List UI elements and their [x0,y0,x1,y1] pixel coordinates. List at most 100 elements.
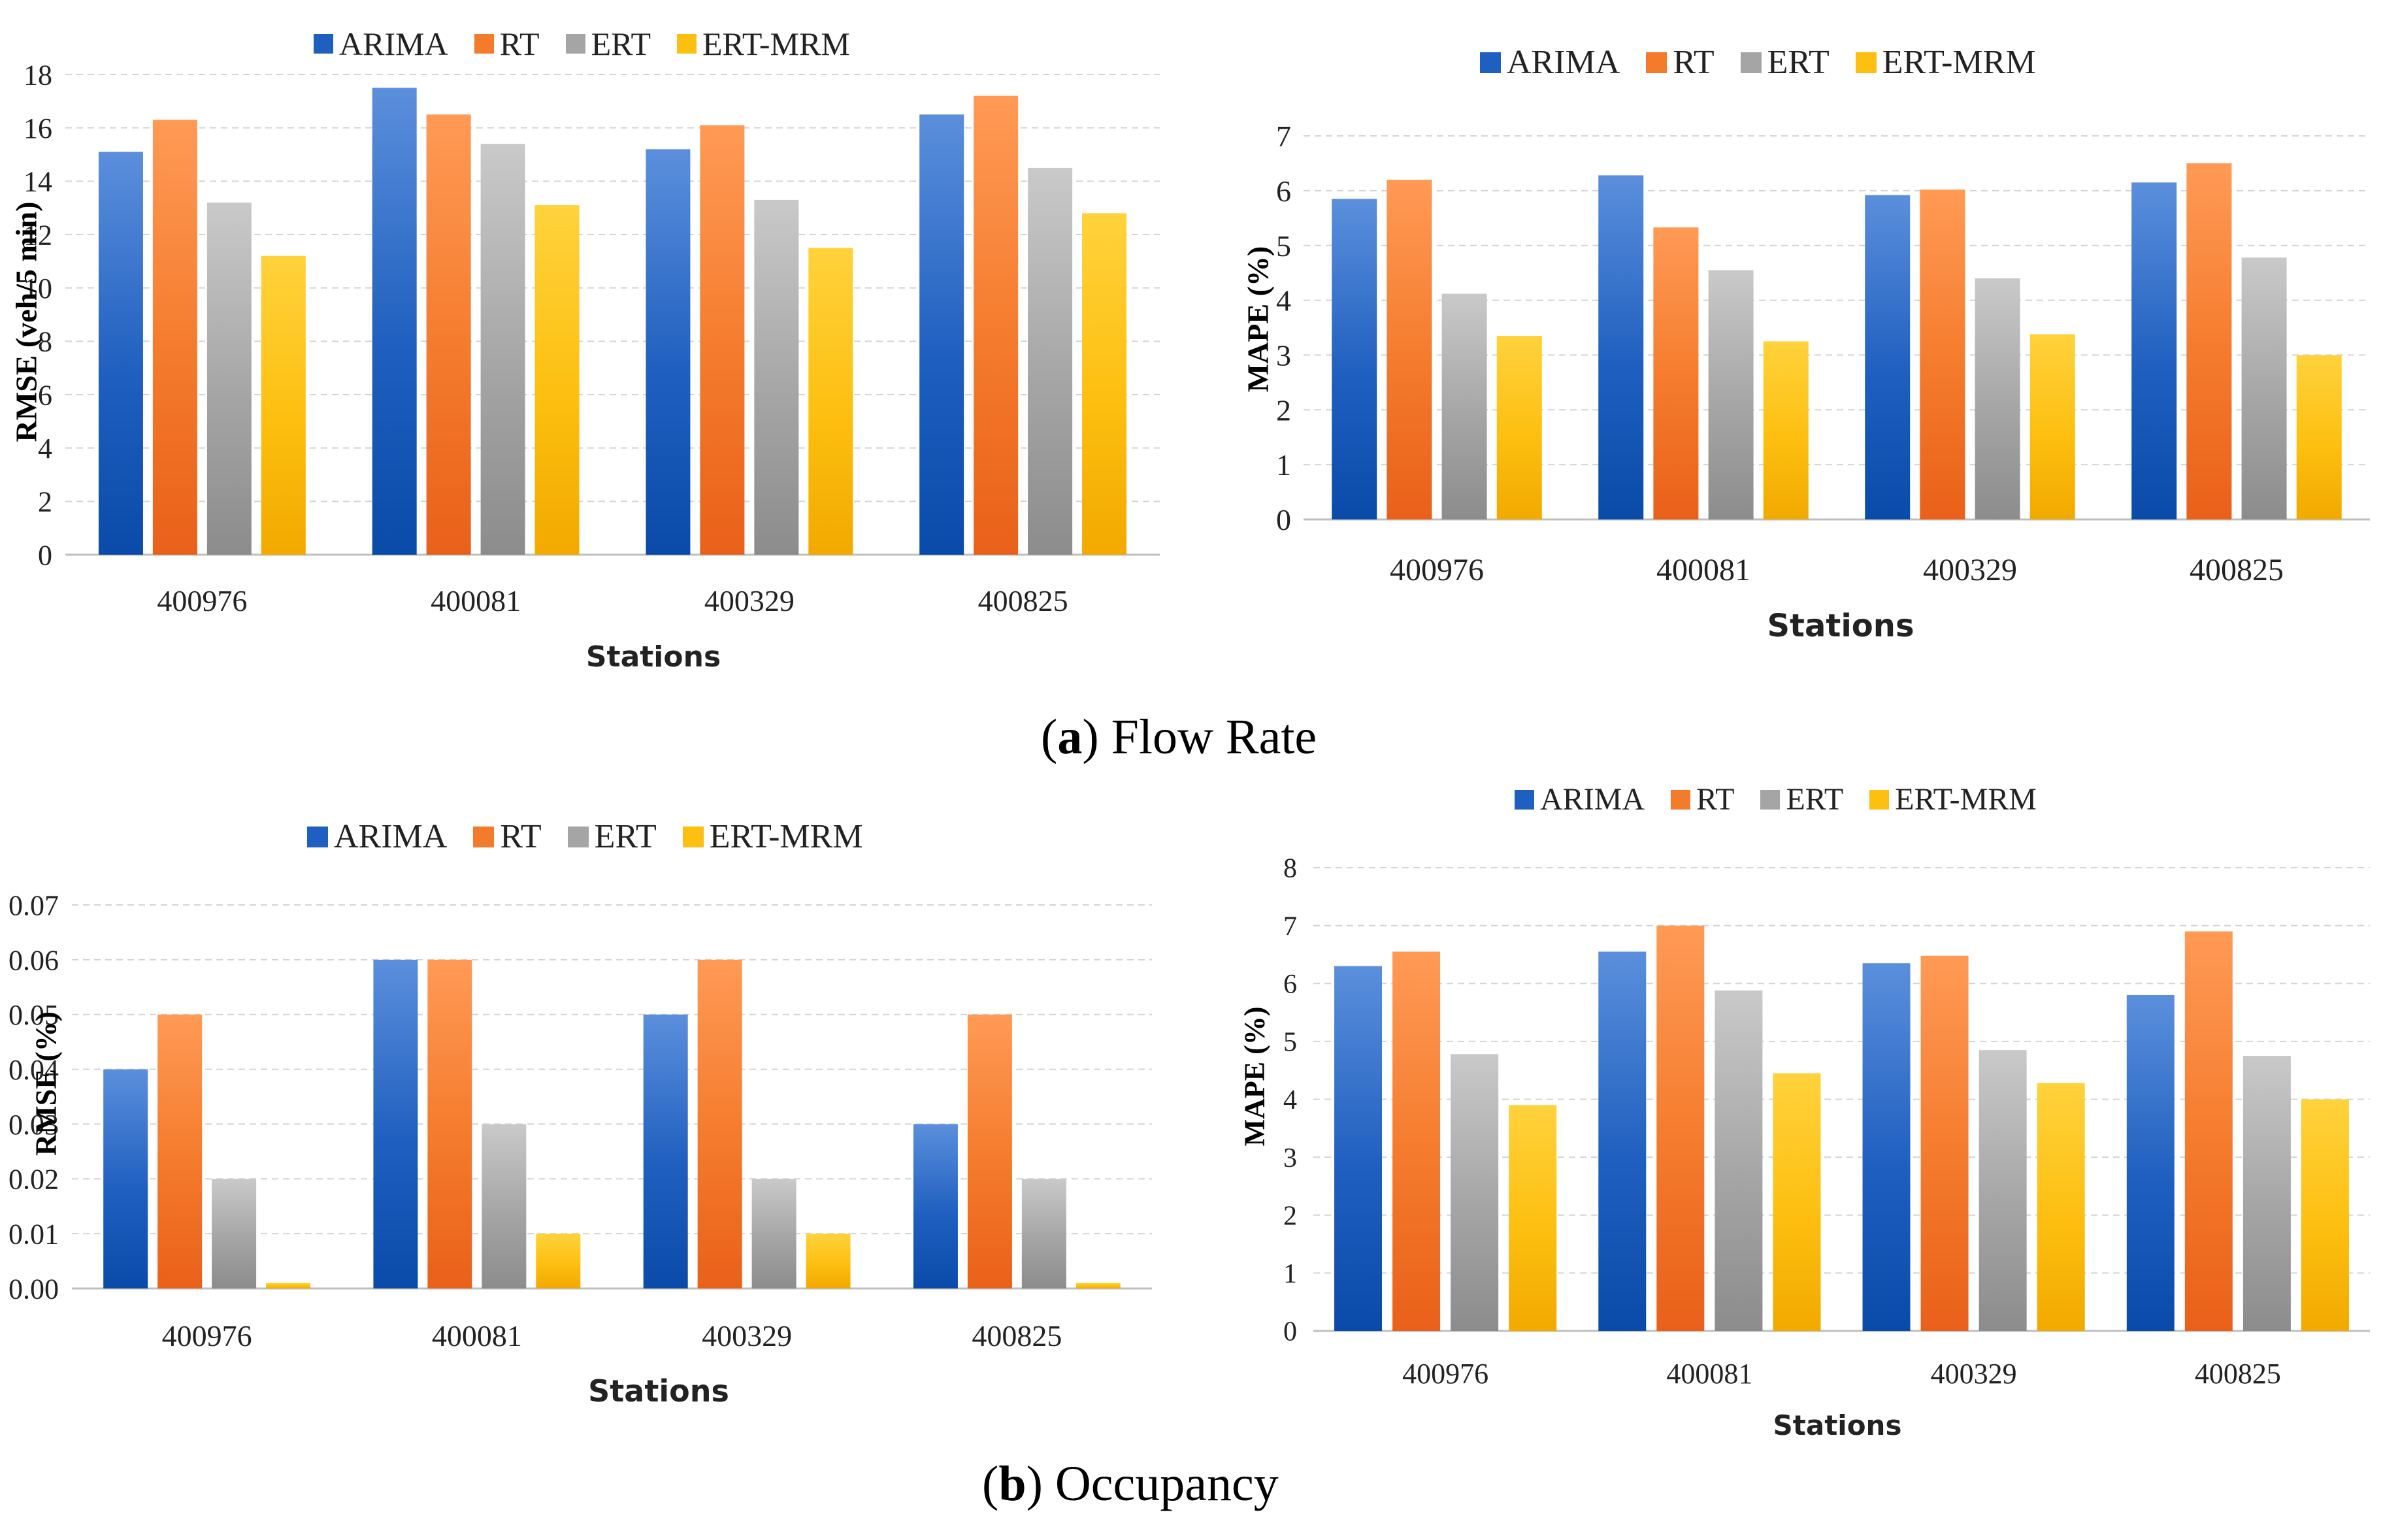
bar-ert-mrm-400825 [2296,355,2342,519]
caption-a-letter: a [1057,710,1083,764]
y-tick-label: 5 [1276,229,1291,263]
legend-label: ARIMA [334,818,448,855]
bar-ert-mrm-400825 [1082,213,1127,555]
y-tick-label: 1 [1276,448,1291,482]
legend-swatch [314,34,333,54]
legend-label: ARIMA [1540,782,1645,817]
bar-rt-400081 [427,959,472,1288]
bar-rt-400825 [974,95,1019,555]
x-tick-label: 400976 [1390,553,1484,587]
bar-ert-mrm-400329 [2029,334,2075,519]
legend-label: ERT-MRM [709,818,863,855]
bar-ert-400329 [754,199,799,555]
bar-rt-400825 [2186,163,2232,519]
bar-ert-mrm-400825 [2301,1099,2349,1331]
x-tick-label: 400329 [702,1319,792,1352]
bar-ert-400329 [751,1179,796,1288]
y-tick-label: 18 [24,59,52,91]
bar-ert-400825 [1028,167,1073,555]
y-tick-label: 4 [38,433,52,465]
bar-arima-400329 [646,149,691,555]
legend-item-rt: RT [474,25,540,63]
legend-swatch [1480,52,1501,73]
bar-ert-400976 [1441,293,1487,519]
bar-rt-400329 [1920,955,1969,1331]
caption-b-close: ) [1026,1456,1043,1511]
y-tick-label: 8 [1283,854,1297,884]
bar-rt-400976 [157,1014,203,1288]
y-tick-label: 0 [1276,503,1291,536]
bar-arima-400329 [1862,963,1911,1331]
x-tick-label: 400976 [157,584,247,617]
y-tick-label: 8 [38,326,52,358]
x-tick-label: 400825 [972,1319,1062,1352]
bar-ert-400081 [480,144,525,555]
legend-swatch [1671,789,1691,810]
occ-rmse-legend: ARIMA RT ERT ERT-MRM [307,817,889,856]
legend-item-ert: ERT [1760,781,1843,817]
legend-item-rt: RT [1646,43,1715,82]
bar-ert-400081 [1715,990,1763,1331]
occ-rmse-chart: ARIMA RT ERT ERT-MRM 0.00 0.01 0.02 0.03 0.04 0.… [0,0,1176,1437]
legend-item-ert-mrm: ERT-MRM [677,25,850,63]
x-tick-label: 400329 [1923,553,2017,587]
bar-ert-mrm-400081 [1773,1073,1821,1331]
flow-rmse-xlabel: Stations [585,640,721,674]
x-tick-label: 400825 [978,584,1068,617]
y-tick-label: 2 [1283,1201,1297,1231]
caption-a-close: ) [1082,710,1099,764]
bar-ert-mrm-400329 [808,248,853,555]
legend-swatch [682,826,704,847]
y-tick-label: 4 [1276,284,1291,318]
y-tick-label: 0 [1283,1317,1297,1347]
bar-ert-400976 [212,1179,257,1288]
y-tick-label: 0.07 [8,889,59,921]
bar-ert-mrm-400081 [536,1234,581,1288]
bar-ert-400081 [1708,270,1754,519]
bar-rt-400081 [1653,227,1699,519]
y-tick-label: 3 [1276,339,1291,372]
legend-label: ERT [591,25,651,62]
bar-arima-400976 [1332,199,1377,519]
occ-rmse-xlabel: Stations [588,1373,729,1409]
legend-swatch [307,826,328,847]
legend-item-rt: RT [473,817,542,856]
bar-rt-400976 [1387,180,1432,520]
legend-item-ert-mrm: ERT-MRM [682,817,863,856]
y-tick-label: 7 [1276,120,1291,153]
bar-arima-400081 [373,959,418,1288]
bar-arima-400081 [1598,951,1647,1331]
x-tick-label: 400825 [2195,1358,2281,1390]
legend-swatch [1760,789,1781,810]
bar-rt-400081 [1656,925,1705,1331]
bar-arima-400976 [98,152,143,555]
bar-ert-mrm-400825 [1076,1283,1121,1288]
bar-ert-mrm-400081 [534,205,580,555]
bar-ert-mrm-400329 [806,1234,851,1288]
y-tick-label: 0.06 [8,944,59,976]
flow-mape-plot: 0 1 2 3 4 5 6 7 400976 400081 400329 400825 [1276,120,2370,587]
bar-ert-mrm-400081 [1763,341,1809,519]
legend-item-ert-mrm: ERT-MRM [1855,43,2036,82]
legend-swatch [474,34,494,54]
y-tick-label: 0.01 [8,1219,59,1251]
legend-label: ARIMA [1507,44,1620,81]
bar-ert-400081 [482,1124,527,1288]
x-tick-label: 400081 [431,584,521,617]
bar-ert-400976 [1451,1054,1499,1331]
x-tick-label: 400081 [432,1319,522,1352]
bar-rt-400329 [1920,189,1965,519]
bar-rt-400976 [1392,951,1441,1331]
y-tick-label: 14 [24,166,52,198]
caption-a-text: Flow Rate [1098,710,1317,764]
y-tick-label: 10 [24,272,52,304]
bar-ert-mrm-400976 [1509,1105,1557,1331]
bar-ert-400825 [2242,1056,2291,1331]
legend-swatch [1855,52,1877,73]
legend-item-ert: ERT [1740,43,1830,82]
y-tick-label: 0.04 [8,1054,59,1086]
legend-label: RT [499,25,540,62]
legend-item-arima: ARIMA [1480,43,1620,82]
legend-label: ARIMA [339,25,448,62]
flow-rmse-chart: ARIMA RT ERT ERT-MRM 0 2 4 6 8 10 12 14 16 18 400976 4… [0,0,1176,693]
